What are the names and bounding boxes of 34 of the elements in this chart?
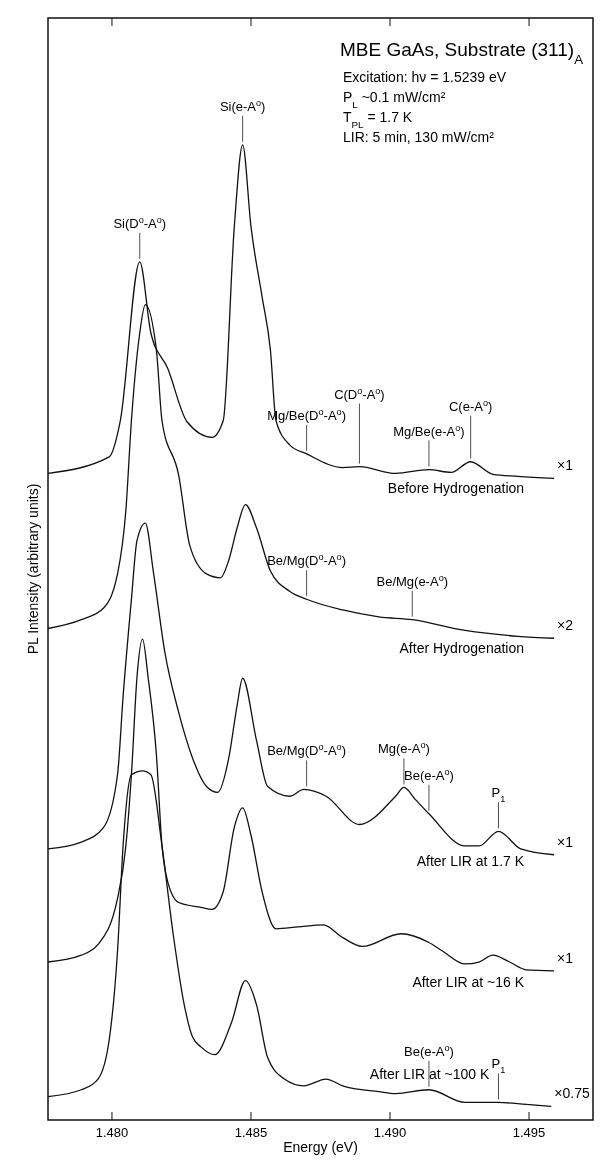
annotation: C(e-A$^{o}$) (448, 397, 493, 414)
series-label: After LIR at ~100 K (369, 1065, 490, 1082)
series-label: After Hydrogenation (399, 640, 525, 657)
y-axis-title: PL Intensity (arbitrary units) (25, 483, 41, 655)
text: P$_{L}$ ~0.1 mW/cm² (343, 89, 446, 110)
annotation: Be/Mg(D$^{o}$-A$^{o}$) (267, 742, 346, 759)
annotation: P$_{1}$ (491, 785, 506, 805)
x-tick-label: 1.480 (95, 1125, 129, 1140)
annotation: LIR: 5 min, 130 mW/cm² (343, 129, 495, 145)
annotation: ×2 (557, 617, 574, 634)
annotation: ×1 (557, 949, 574, 966)
text: T$_{PL}$ = 1.7 K (343, 109, 413, 130)
series-label: After LIR at ~16 K (412, 973, 525, 990)
x-axis-title: Energy (eV) (283, 1139, 358, 1155)
annotation: Be(e-A$^{o}$) (404, 1042, 454, 1059)
annotation: ×1 (557, 457, 574, 474)
annotation: Mg(e-A$^{o}$) (377, 740, 430, 757)
annotation: ×0.75 (554, 1085, 590, 1102)
series-label: After LIR at 1.7 K (416, 852, 525, 869)
x-tick-label: 1.485 (234, 1125, 268, 1140)
text: Excitation: hν = 1.5239 eV (343, 69, 507, 85)
annotation: ×1 (557, 833, 574, 850)
annotation: Mg/Be(e-A$^{o}$) (393, 422, 465, 439)
annotation: C(D$^{o}$-A$^{o}$) (334, 385, 385, 402)
series-label: Before Hydrogenation (387, 480, 525, 497)
annotation: P$_{1}$ (491, 1056, 506, 1076)
annotation: Si(e-A$^{o}$) (219, 97, 266, 114)
annotation: Si(D$^{o}$-A$^{o}$) (113, 214, 167, 231)
annotation: Be(e-A$^{o}$) (404, 766, 454, 783)
annotation: Be/Mg(e-A$^{o}$) (376, 572, 449, 589)
annotation: Be/Mg(D$^{o}$-A$^{o}$) (267, 552, 346, 569)
chart-title: MBE GaAs, Substrate (311)$_{A}$ (340, 39, 584, 67)
x-tick-label: 1.490 (373, 1125, 407, 1140)
x-tick-label: 1.495 (512, 1125, 546, 1140)
